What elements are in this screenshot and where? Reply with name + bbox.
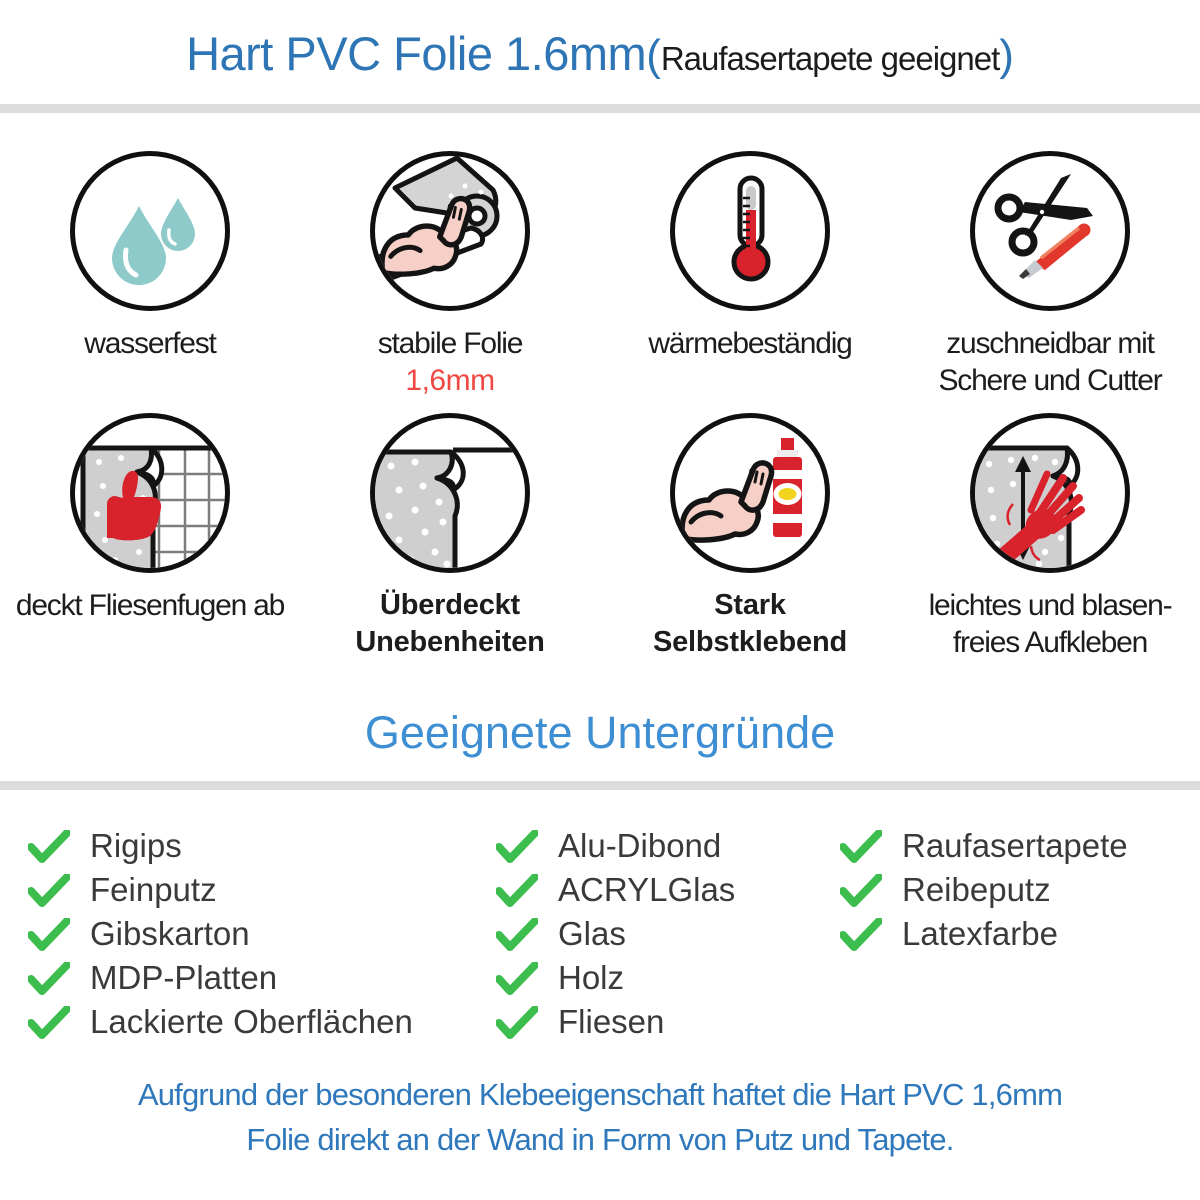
list-item: Alu-Dibond: [496, 824, 840, 868]
hand-press-foil-icon: [970, 413, 1130, 573]
check-icon: [840, 829, 882, 863]
feature-label: zuschneidbar mit: [946, 327, 1155, 360]
list-item: Raufasertapete: [840, 824, 1200, 868]
feature-easy-application: leichtes und blasen- freies Aufkleben: [900, 413, 1200, 661]
divider-bar-top: [0, 104, 1200, 113]
check-icon: [28, 961, 70, 995]
water-drops-icon: [70, 151, 230, 311]
feature-stable-foil: stabile Folie 1,6mm: [300, 151, 600, 399]
feature-label: freies Aufkleben: [952, 626, 1148, 659]
feature-label: deckt Fliesenfugen ab: [15, 589, 286, 622]
list-item: Lackierte Oberflächen: [28, 1000, 496, 1044]
feature-label: Überdeckt: [379, 589, 521, 621]
list-item: Feinputz: [28, 868, 496, 912]
feature-cuttable: zuschneidbar mit Schere und Cutter: [900, 151, 1200, 399]
check-icon: [840, 873, 882, 907]
footer-note-line1: Aufgrund der besonderen Klebeeigenschaft…: [137, 1077, 1063, 1112]
feature-self-adhesive: Stark Selbstklebend: [600, 413, 900, 661]
surfaces-list: Rigips Feinputz Gibskarton MDP-Platten L…: [0, 824, 1200, 1044]
feature-label: Stark: [714, 589, 786, 621]
feature-covers-tile-joints: deckt Fliesenfugen ab: [0, 413, 300, 661]
check-icon: [496, 917, 538, 951]
list-item: Holz: [496, 956, 840, 1000]
list-item: Gibskarton: [28, 912, 496, 956]
surface-label: Holz: [558, 959, 625, 996]
feature-label: Unebenheiten: [355, 626, 545, 658]
check-icon: [28, 917, 70, 951]
list-item: ACRYLGlas: [496, 868, 840, 912]
surface-label: Gibskarton: [90, 915, 250, 952]
list-item: Rigips: [28, 824, 496, 868]
feature-thickness-label: 1,6mm: [405, 364, 495, 397]
surface-label: Reibeputz: [902, 871, 1051, 908]
check-icon: [496, 829, 538, 863]
feature-label: stabile Folie: [377, 327, 524, 360]
scissors-cutter-icon: [970, 151, 1130, 311]
thumb-up-tiles-icon: [70, 413, 230, 573]
check-icon: [28, 829, 70, 863]
surface-label: Fliesen: [558, 1003, 665, 1040]
muscle-arm-glue-icon: [670, 413, 830, 573]
surface-label: Glas: [558, 915, 626, 952]
muscle-arm-foil-icon: [370, 151, 530, 311]
page-title-subtitle: Raufasertapete geeignet: [660, 40, 1000, 77]
thermometer-icon: [670, 151, 830, 311]
feature-covers-unevenness: Überdeckt Unebenheiten: [300, 413, 600, 661]
check-icon: [496, 1005, 538, 1039]
surface-label: Lackierte Oberflächen: [90, 1003, 413, 1040]
surface-label: Rigips: [90, 827, 182, 864]
surfaces-column-2: Alu-Dibond ACRYLGlas Glas Holz Fliesen: [496, 824, 840, 1044]
feature-label: wärmebeständig: [648, 327, 853, 360]
check-icon: [496, 961, 538, 995]
pressing-hand: [996, 470, 1085, 565]
list-item: Fliesen: [496, 1000, 840, 1044]
title-paren-open: (: [646, 31, 661, 80]
list-item: Reibeputz: [840, 868, 1200, 912]
page-title: Hart PVC Folie 1.6mm(Raufasertapete geei…: [0, 0, 1200, 104]
list-item: MDP-Platten: [28, 956, 496, 1000]
feature-label: Schere und Cutter: [938, 364, 1162, 397]
feature-heat-resistant: wärmebeständig: [600, 151, 900, 399]
feature-label: leichtes und blasen-: [928, 589, 1173, 622]
surfaces-column-1: Rigips Feinputz Gibskarton MDP-Platten L…: [28, 824, 496, 1044]
surface-label: ACRYLGlas: [558, 871, 736, 908]
feature-waterproof: wasserfest: [0, 151, 300, 399]
surfaces-heading: Geeignete Untergründe: [364, 707, 836, 758]
surface-label: Feinputz: [90, 871, 217, 908]
surface-label: Raufasertapete: [902, 827, 1128, 864]
feature-label: Selbstklebend: [652, 626, 847, 658]
title-paren-close: ): [999, 31, 1014, 80]
check-icon: [28, 1005, 70, 1039]
surface-label: Alu-Dibond: [558, 827, 722, 864]
check-icon: [28, 873, 70, 907]
feature-grid: wasserfest stabile Folie 1,6mm: [0, 151, 1200, 661]
glue-tube: [773, 438, 802, 537]
feature-label: wasserfest: [84, 327, 217, 360]
list-item: Latexfarbe: [840, 912, 1200, 956]
page-title-main: Hart PVC Folie 1.6mm: [186, 27, 647, 80]
divider-bar-middle: [0, 781, 1200, 790]
dotted-foil-icon: [370, 413, 530, 573]
surface-label: Latexfarbe: [902, 915, 1058, 952]
footer-note-line2: Folie direkt an der Wand in Form von Put…: [246, 1122, 954, 1157]
surfaces-column-3: Raufasertapete Reibeputz Latexfarbe: [840, 824, 1200, 1044]
footer-note: Aufgrund der besonderen Klebeeigenschaft…: [0, 1072, 1200, 1162]
list-item: Glas: [496, 912, 840, 956]
surface-label: MDP-Platten: [90, 959, 278, 996]
check-icon: [496, 873, 538, 907]
check-icon: [840, 917, 882, 951]
